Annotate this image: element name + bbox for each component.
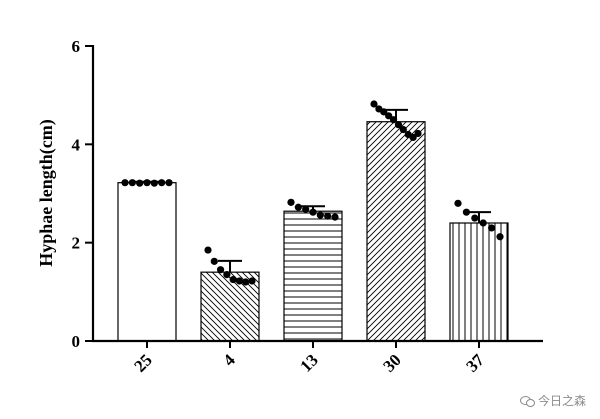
point-13-1	[294, 203, 302, 211]
point-37-0	[454, 199, 462, 207]
point-30-9	[414, 129, 422, 138]
point-37-5	[496, 233, 504, 241]
point-30-5	[394, 121, 403, 129]
point-30-8	[409, 133, 417, 142]
point-13-5	[324, 212, 332, 220]
bar-13	[283, 210, 343, 342]
watermark: 今日之森	[519, 392, 586, 409]
point-13-6	[331, 213, 339, 221]
point-30-3	[385, 112, 393, 120]
point-25-6	[165, 179, 173, 187]
point-37-2	[471, 214, 479, 222]
point-37-4	[488, 224, 496, 232]
point-4-6	[242, 278, 250, 286]
x-tick-label-4: 4	[219, 350, 239, 370]
point-25-3	[143, 179, 151, 187]
point-4-2	[216, 266, 225, 274]
y-tick-label-6: 6	[72, 37, 81, 56]
point-4-4	[229, 275, 237, 284]
point-25-1	[128, 179, 136, 187]
y-tick-label-0: 0	[72, 332, 81, 351]
x-tick-label-37: 37	[462, 350, 488, 376]
point-30-6	[399, 125, 407, 134]
x-tick-label-13: 13	[296, 350, 321, 375]
point-4-7	[248, 277, 256, 285]
point-30-4	[389, 116, 398, 124]
point-13-0	[287, 198, 295, 206]
bar-25	[117, 182, 177, 342]
point-25-2	[136, 179, 144, 187]
point-4-3	[223, 271, 231, 279]
y-tick-label-2: 2	[72, 234, 81, 253]
point-37-3	[479, 219, 487, 227]
x-tick-label-25: 25	[130, 350, 155, 375]
wechat-icon	[519, 395, 535, 407]
points-layer	[121, 100, 504, 286]
point-13-3	[309, 208, 317, 216]
bars-layer	[117, 121, 509, 342]
point-30-0	[370, 100, 378, 108]
point-13-2	[302, 205, 310, 213]
point-37-1	[462, 208, 470, 216]
point-25-5	[158, 179, 166, 187]
point-13-4	[316, 211, 324, 219]
point-4-5	[235, 277, 244, 285]
point-25-4	[150, 179, 158, 187]
bar-30	[366, 121, 426, 342]
point-25-0	[121, 179, 129, 187]
bar-37	[449, 222, 509, 342]
y-axis-title: Hyphae length(cm)	[36, 119, 57, 267]
point-4-0	[204, 246, 212, 254]
watermark-text: 今日之森	[537, 394, 586, 408]
y-tick-label-4: 4	[72, 135, 81, 154]
point-4-1	[210, 257, 218, 265]
bar-4	[200, 271, 260, 342]
point-30-2	[380, 108, 388, 116]
x-tick-label-30: 30	[379, 350, 404, 375]
